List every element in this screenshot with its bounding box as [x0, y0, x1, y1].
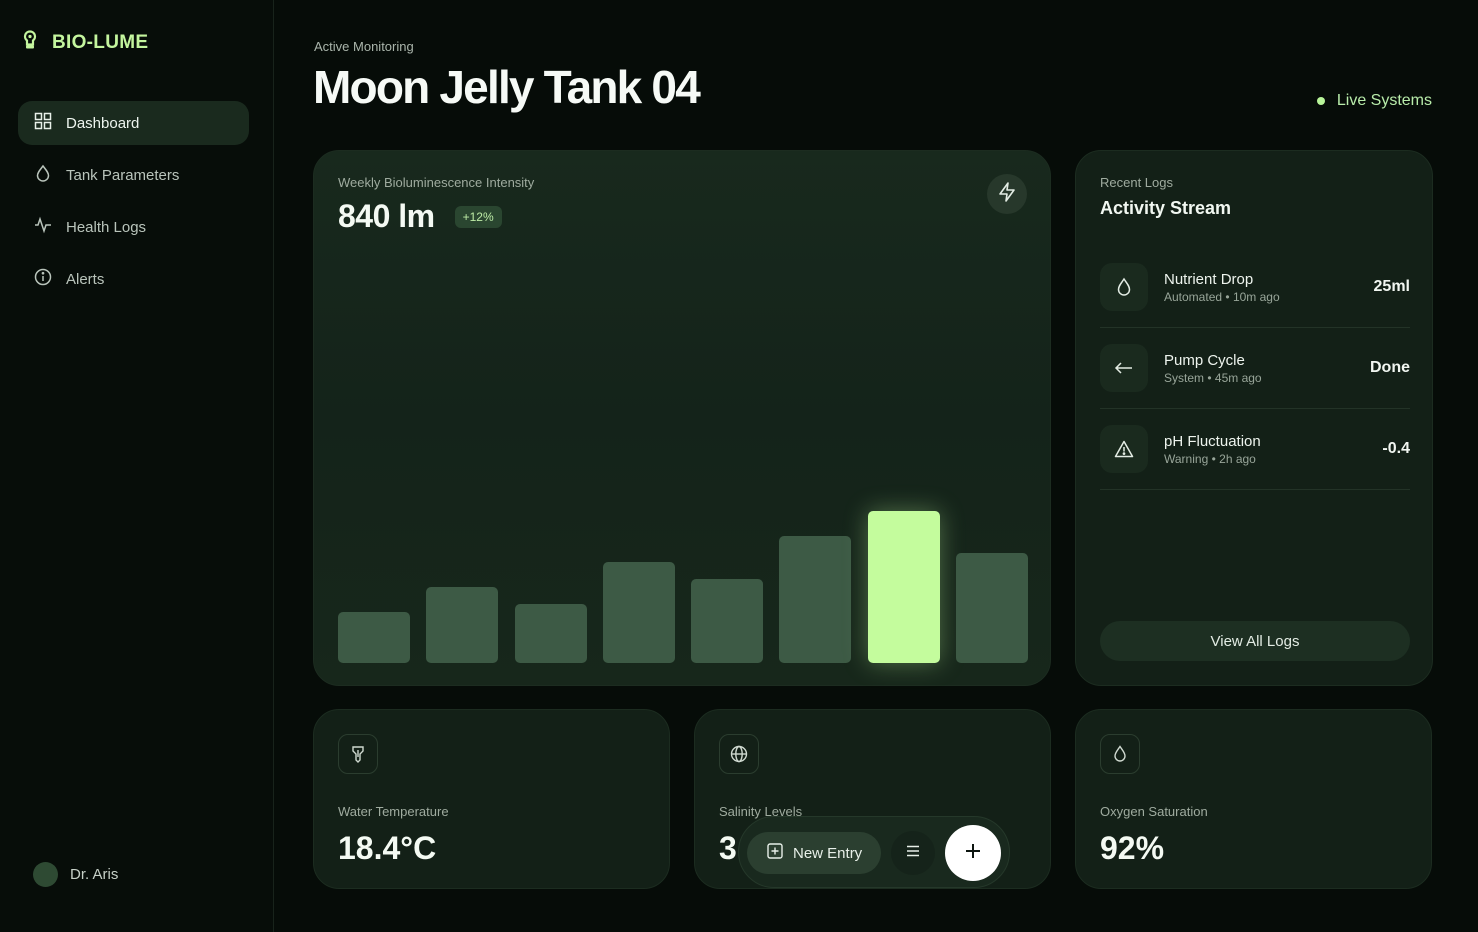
sidebar-item-label: Health Logs: [66, 218, 147, 236]
sidebar-item-tank-parameters[interactable]: Tank Parameters: [18, 153, 249, 197]
menu-button[interactable]: [891, 831, 935, 875]
warning-icon: [1100, 425, 1148, 473]
drop-icon: [1100, 734, 1140, 774]
bioluminescence-chart-card: Weekly Bioluminescence Intensity 840 lm …: [313, 150, 1051, 686]
floating-action-bar: New Entry: [738, 816, 1010, 888]
log-item[interactable]: Pump Cycle System • 45m ago Done: [1100, 328, 1410, 409]
sidebar-item-health-logs[interactable]: Health Logs: [18, 205, 249, 249]
chart-bar[interactable]: [338, 612, 410, 663]
user-profile[interactable]: Dr. Aris: [33, 862, 118, 887]
change-badge: +12%: [454, 205, 502, 228]
meta-separator: •: [1207, 370, 1212, 385]
drop-icon: [34, 164, 52, 186]
chart-bar[interactable]: [956, 553, 1028, 663]
log-value: -0.4: [1382, 440, 1410, 457]
sidebar-item-dashboard[interactable]: Dashboard: [18, 101, 249, 145]
sidebar-item-alerts[interactable]: Alerts: [18, 257, 249, 301]
new-entry-label: New Entry: [793, 844, 863, 862]
log-source: System: [1164, 370, 1205, 385]
drop-icon: [1100, 263, 1148, 311]
log-item[interactable]: pH Fluctuation Warning • 2h ago -0.4: [1100, 409, 1410, 490]
new-entry-button[interactable]: New Entry: [747, 832, 881, 874]
pulse-icon: [34, 216, 52, 238]
sidebar-item-label: Tank Parameters: [66, 166, 180, 184]
log-meta: System • 45m ago: [1164, 371, 1370, 385]
metric-label: Water Temperature: [338, 804, 449, 819]
avatar: [33, 862, 58, 887]
chart-bar[interactable]: [779, 536, 852, 663]
view-all-logs-button[interactable]: View All Logs: [1100, 621, 1410, 661]
log-meta: Automated • 10m ago: [1164, 290, 1374, 304]
logs-label: Recent Logs: [1100, 175, 1173, 190]
log-time: 10m ago: [1232, 289, 1280, 304]
live-status-label: Live Systems: [1336, 92, 1432, 109]
arrow-left-icon: [1100, 344, 1148, 392]
chart-bar[interactable]: [691, 578, 764, 663]
status-dot-icon: [1316, 97, 1325, 105]
sidebar-nav: Dashboard Tank Parameters Health Logs Al…: [18, 101, 249, 309]
chart-value: 840 lm: [338, 198, 435, 234]
meta-separator: •: [1225, 289, 1230, 304]
sidebar: BIO-LUME Dashboard Tank Parameters Healt…: [0, 0, 274, 932]
lightning-icon: [998, 181, 1016, 207]
log-text: Nutrient Drop Automated • 10m ago: [1164, 271, 1374, 304]
metric-label: Oxygen Saturation: [1100, 804, 1208, 819]
sidebar-item-label: Alerts: [66, 270, 105, 288]
plus-icon: [964, 842, 982, 865]
brand-logo[interactable]: BIO-LUME: [22, 30, 148, 55]
chart-header: Weekly Bioluminescence Intensity 840 lm …: [338, 175, 534, 235]
oxygen-saturation-card: Oxygen Saturation 92%: [1075, 709, 1432, 889]
chart-value-row: 840 lm +12%: [338, 198, 534, 235]
add-button[interactable]: [945, 825, 1001, 881]
log-name: Pump Cycle: [1164, 351, 1245, 369]
chart-bar[interactable]: [867, 511, 940, 663]
grid-icon: [34, 112, 52, 134]
log-source: Warning: [1164, 451, 1209, 466]
info-icon: [34, 268, 52, 290]
globe-icon: [719, 734, 759, 774]
meta-separator: •: [1211, 451, 1216, 466]
log-item[interactable]: Nutrient Drop Automated • 10m ago 25ml: [1100, 247, 1410, 328]
chart-bar[interactable]: [426, 587, 499, 663]
chart-bar[interactable]: [602, 561, 675, 663]
log-name: Nutrient Drop: [1164, 270, 1254, 288]
brand-name: BIO-LUME: [52, 31, 149, 53]
chart-bar[interactable]: [514, 603, 587, 663]
logs-header: Recent Logs Activity Stream: [1100, 175, 1231, 219]
chart-label: Weekly Bioluminescence Intensity: [338, 175, 535, 190]
menu-icon: [906, 844, 920, 862]
activity-stream-card: Recent Logs Activity Stream Nutrient Dro…: [1075, 150, 1433, 686]
logs-title: Activity Stream: [1100, 198, 1232, 218]
metric-label: Salinity Levels: [719, 804, 803, 819]
log-list: Nutrient Drop Automated • 10m ago 25ml P…: [1100, 247, 1410, 490]
log-value: 25ml: [1373, 278, 1410, 295]
page-subtitle: Active Monitoring: [314, 39, 414, 54]
log-text: Pump Cycle System • 45m ago: [1164, 352, 1370, 385]
boost-button[interactable]: [987, 174, 1027, 214]
log-source: Automated: [1164, 289, 1223, 304]
thermometer-icon: [338, 734, 378, 774]
log-text: pH Fluctuation Warning • 2h ago: [1164, 433, 1382, 466]
chart-bars: [338, 511, 1028, 663]
log-time: 2h ago: [1219, 451, 1256, 466]
water-temperature-card: Water Temperature 18.4°C: [313, 709, 670, 889]
log-name: pH Fluctuation: [1164, 432, 1261, 450]
page-title: Moon Jelly Tank 04: [313, 61, 701, 113]
live-status: Live Systems: [1316, 92, 1432, 110]
log-time: 45m ago: [1214, 370, 1262, 385]
log-meta: Warning • 2h ago: [1164, 452, 1382, 466]
user-name: Dr. Aris: [70, 866, 119, 883]
metric-value: 92%: [1100, 830, 1165, 866]
bulb-icon: [22, 30, 38, 55]
metric-value: 3: [719, 830, 737, 866]
metric-value: 18.4°C: [338, 830, 437, 866]
plus-square-icon: [767, 843, 783, 863]
sidebar-item-label: Dashboard: [66, 114, 140, 132]
log-value: Done: [1370, 359, 1410, 376]
